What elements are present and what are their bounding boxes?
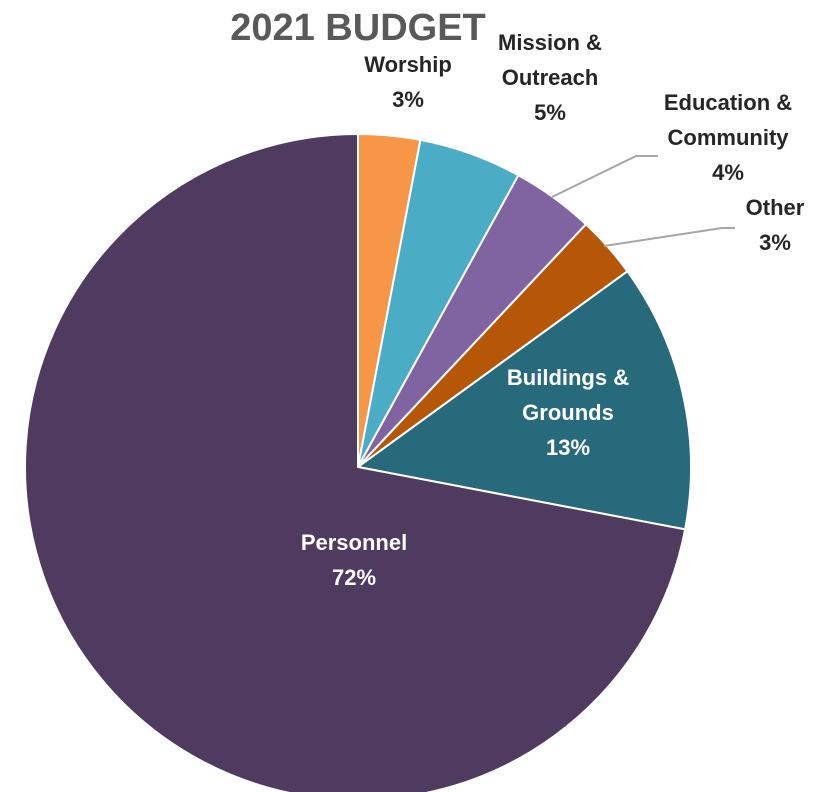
slice-label-buildings-and-grounds: Buildings & Grounds 13% (507, 365, 629, 460)
slice-value-buildings-and-grounds: 13% (546, 435, 590, 460)
slice-value-personnel: 72% (332, 565, 376, 590)
slice-labels: Worship 3% Mission & Outreach 5% Education & C… (301, 30, 805, 590)
slice-label-education-and-community: Education & Community 4% (664, 90, 792, 185)
slice-label-other: Other 3% (746, 195, 805, 255)
chart-title: 2021 BUDGET (230, 7, 486, 49)
slice-label-mission-and-outreach: Mission & Outreach 5% (498, 30, 602, 125)
leader-line-education-and-community (551, 155, 658, 198)
slice-value-mission-and-outreach: 5% (534, 100, 566, 125)
slice-value-education-and-community: 4% (712, 160, 744, 185)
slice-value-worship: 3% (392, 87, 424, 112)
slice-label-personnel: Personnel 72% (301, 530, 407, 590)
slice-label-worship: Worship 3% (364, 52, 452, 112)
pie-slices (24, 133, 692, 792)
slice-personnel (24, 133, 687, 792)
leader-lines (551, 155, 735, 247)
slice-buildings-and-grounds (357, 270, 692, 531)
leader-line-other (603, 227, 735, 247)
slice-value-other: 3% (759, 230, 791, 255)
